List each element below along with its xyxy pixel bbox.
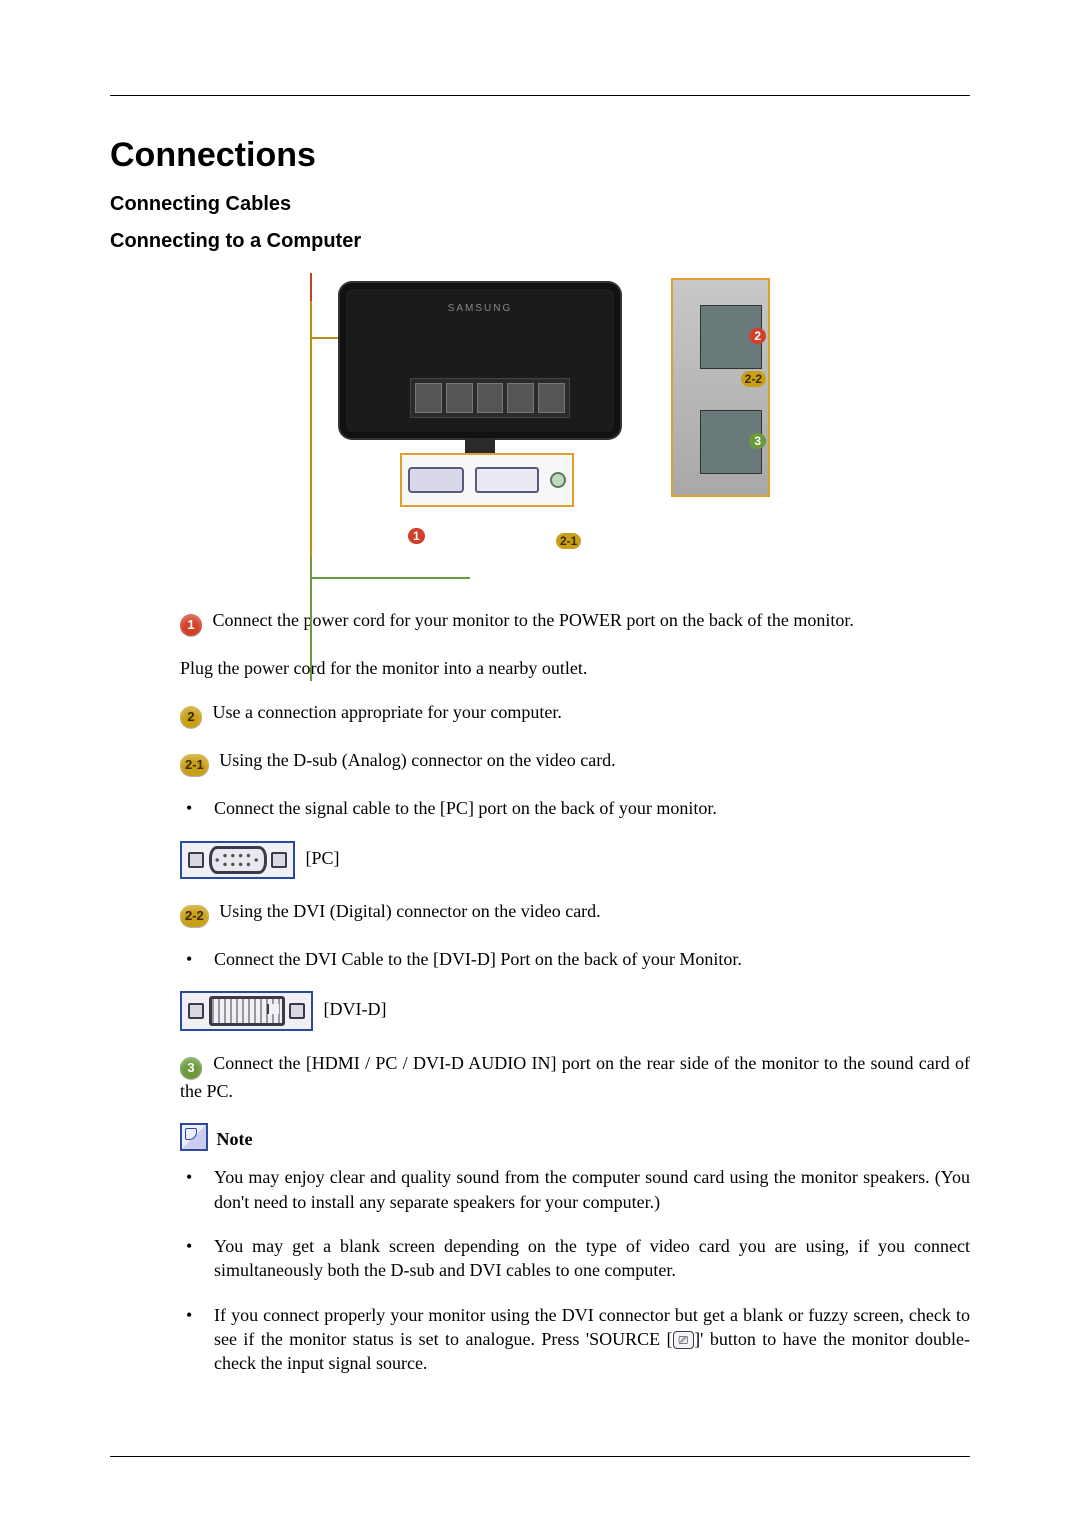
pc-port-figure-row: [PC] (180, 841, 970, 879)
page-title: Connections (110, 136, 970, 175)
step-2-2-text: Using the DVI (Digital) connector on the… (219, 901, 600, 921)
step-2-1-bullet-list: Connect the signal cable to the [PC] por… (180, 796, 970, 820)
step-2-text: Use a connection appropriate for your co… (213, 702, 562, 722)
badge-2-icon: 2 (180, 706, 202, 728)
badge-2-2-icon: 2-2 (180, 905, 209, 927)
step-2-1: 2-1 Using the D-sub (Analog) connector o… (180, 748, 970, 776)
diagram-label-2: 2 (749, 328, 766, 344)
top-rule (110, 95, 970, 96)
diagram-label-2-2: 2-2 (741, 371, 766, 387)
note-heading-row: Note (180, 1123, 970, 1151)
note-label: Note (217, 1129, 253, 1149)
vga-port-icon (180, 841, 295, 879)
badge-3-icon: 3 (180, 1057, 202, 1079)
note-2: You may get a blank screen depending on … (180, 1234, 970, 1283)
badge-2-1-icon: 2-1 (180, 754, 209, 776)
section-connecting-cables: Connecting Cables (110, 193, 970, 216)
dvi-port-figure-row: [DVI-D] (180, 991, 970, 1031)
step-3: 3 Connect the [HDMI / PC / DVI-D AUDIO I… (180, 1051, 970, 1103)
diagram-label-3: 3 (749, 433, 766, 449)
step-3-text: Connect the [HDMI / PC / DVI-D AUDIO IN]… (180, 1053, 970, 1101)
instructions-body: 1 Connect the power cord for your monito… (180, 608, 970, 1376)
step-2-2-bullet-list: Connect the DVI Cable to the [DVI-D] Por… (180, 947, 970, 971)
step-2-2: 2-2 Using the DVI (Digital) connector on… (180, 899, 970, 927)
step-1b-text: Plug the power cord for the monitor into… (180, 656, 970, 680)
dvi-port-icon (180, 991, 313, 1031)
port-panel-icon (400, 453, 574, 507)
diagram-label-1: 1 (408, 528, 425, 544)
step-2-1-bullet: Connect the signal cable to the [PC] por… (180, 796, 970, 820)
step-1-text: Connect the power cord for your monitor … (213, 610, 854, 630)
step-1: 1 Connect the power cord for your monito… (180, 608, 970, 636)
section-connecting-to-computer: Connecting to a Computer (110, 230, 970, 253)
diagram-label-2-1: 2-1 (556, 533, 581, 549)
step-2: 2 Use a connection appropriate for your … (180, 700, 970, 728)
dvi-port-label: [DVI-D] (324, 999, 387, 1019)
document-page: Connections Connecting Cables Connecting… (0, 0, 1080, 1537)
pc-port-label: [PC] (306, 848, 340, 868)
notes-list: You may enjoy clear and quality sound fr… (180, 1165, 970, 1375)
note-3: If you connect properly your monitor usi… (180, 1303, 970, 1376)
step-2-1-text: Using the D-sub (Analog) connector on th… (219, 750, 615, 770)
note-1: You may enjoy clear and quality sound fr… (180, 1165, 970, 1214)
step-2-2-bullet: Connect the DVI Cable to the [DVI-D] Por… (180, 947, 970, 971)
monitor-icon (340, 283, 620, 438)
source-button-icon: ⎚ (673, 1331, 695, 1349)
bottom-rule (110, 1456, 970, 1457)
connection-diagram: 1 2 2-1 2-2 3 (110, 273, 970, 548)
note-icon (180, 1123, 208, 1151)
pc-tower-icon (671, 278, 770, 497)
badge-1-icon: 1 (180, 614, 202, 636)
